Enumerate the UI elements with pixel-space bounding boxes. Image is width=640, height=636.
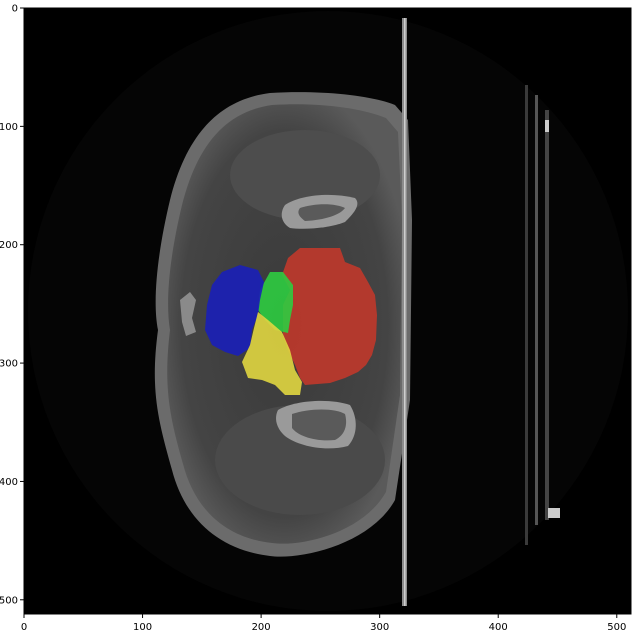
bone-upper-inner bbox=[298, 204, 345, 221]
y-axis-ticks: 0 100 200 300 400 500 bbox=[0, 4, 24, 606]
y-tick-label: 300 bbox=[0, 359, 18, 370]
y-tick-label: 400 bbox=[0, 477, 18, 488]
y-tick-label: 100 bbox=[0, 122, 18, 133]
x-tick-label: 300 bbox=[370, 622, 389, 633]
scanner-rail-inner bbox=[404, 18, 406, 606]
bone-lower-inner bbox=[292, 409, 347, 441]
table-marker-bottom bbox=[548, 508, 560, 518]
ct-image bbox=[24, 8, 631, 614]
y-tick-label: 200 bbox=[0, 240, 18, 251]
segmentation-blue bbox=[205, 265, 264, 356]
x-tick-label: 200 bbox=[252, 622, 271, 633]
bone-posterior bbox=[180, 292, 196, 336]
x-axis-ticks: 0 100 200 300 400 500 bbox=[21, 614, 626, 633]
segmentation-green bbox=[258, 272, 293, 333]
table-edge-2 bbox=[535, 95, 538, 525]
table-edge-3 bbox=[545, 110, 549, 520]
segmentation-yellow bbox=[242, 312, 302, 395]
y-tick-label: 0 bbox=[12, 4, 18, 15]
segmentation-red bbox=[282, 248, 377, 385]
x-tick-label: 400 bbox=[489, 622, 508, 633]
axes-frame bbox=[23, 7, 632, 615]
x-tick-label: 100 bbox=[133, 622, 152, 633]
y-tick-label: 500 bbox=[0, 595, 18, 606]
table-edge-1 bbox=[525, 85, 528, 545]
x-tick-label: 500 bbox=[607, 622, 626, 633]
table-marker-top bbox=[545, 120, 549, 132]
x-tick-label: 0 bbox=[21, 622, 27, 633]
